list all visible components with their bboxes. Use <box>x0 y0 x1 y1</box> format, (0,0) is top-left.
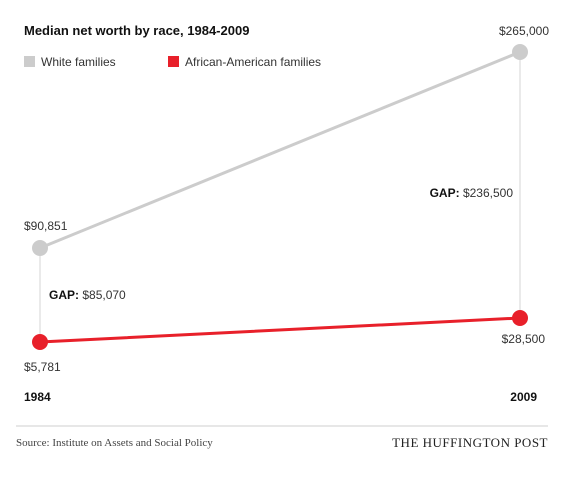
publisher-logo: THE HUFFINGTON POST <box>392 435 548 450</box>
gap-keyword-1984: GAP: <box>49 288 79 302</box>
value-label-white-1984: $90,851 <box>24 219 68 233</box>
gap-label-1984: GAP: $85,070 <box>49 288 126 302</box>
point-white-2009 <box>512 44 528 60</box>
gap-value-1984: $85,070 <box>82 288 126 302</box>
series-line-white <box>38 50 522 250</box>
source-note: Source: Institute on Assets and Social P… <box>16 437 213 449</box>
x-tick-label-1984: 1984 <box>24 390 51 404</box>
point-african-american-1984 <box>32 334 48 350</box>
chart-title: Median net worth by race, 1984-2009 <box>24 23 249 38</box>
legend-swatch-white <box>24 56 35 67</box>
gap-label-2009: GAP: $236,500 <box>430 186 514 200</box>
value-label-african-american-2009: $28,500 <box>502 332 546 346</box>
plot-area: $90,851 $265,000 $5,781 $28,500 GAP: $85… <box>24 24 549 374</box>
legend-swatch-african-american <box>168 56 179 67</box>
series-line-african-american <box>38 316 522 344</box>
value-label-african-american-1984: $5,781 <box>24 360 61 374</box>
legend-label-white: White families <box>41 55 116 69</box>
point-white-1984 <box>32 240 48 256</box>
legend-label-african-american: African-American families <box>185 55 321 69</box>
x-tick-label-2009: 2009 <box>510 390 537 404</box>
point-african-american-2009 <box>512 310 528 326</box>
gap-value-2009: $236,500 <box>463 186 513 200</box>
legend: White families African-American families <box>24 55 321 69</box>
value-label-white-2009: $265,000 <box>499 24 549 38</box>
gap-keyword-2009: GAP: <box>430 186 460 200</box>
